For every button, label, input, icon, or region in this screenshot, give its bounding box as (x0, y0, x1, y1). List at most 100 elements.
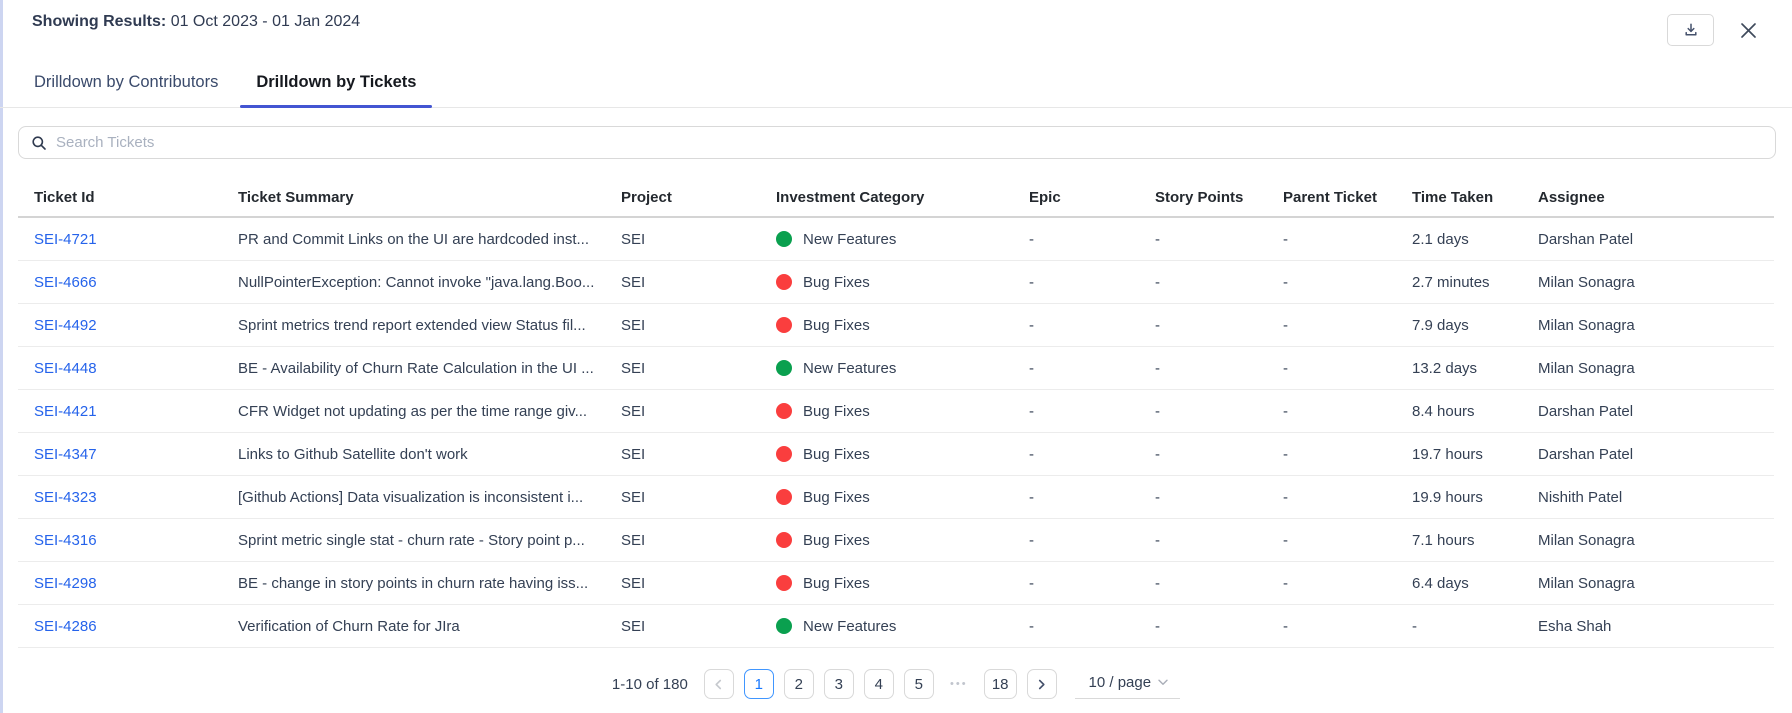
tab-drilldown-by-contributors[interactable]: Drilldown by Contributors (34, 73, 219, 91)
category-dot-icon (776, 274, 792, 290)
project-cell: SEI (621, 402, 646, 420)
epic-cell: - (1029, 574, 1034, 592)
parent-ticket-cell: - (1283, 488, 1288, 506)
table-row: SEI-4323 [Github Actions] Data visualiza… (18, 476, 1774, 519)
category-dot-icon (776, 446, 792, 462)
chevron-right-icon (1036, 679, 1047, 690)
table-row: SEI-4448 BE - Availability of Churn Rate… (18, 347, 1774, 390)
category-label: Bug Fixes (803, 488, 870, 506)
pagination-ellipsis[interactable]: ••• (950, 678, 968, 690)
ticket-id-link[interactable]: SEI-4666 (34, 273, 97, 291)
category-label: Bug Fixes (803, 402, 870, 420)
project-cell: SEI (621, 488, 646, 506)
pagination-bar: 1-10 of 180 1 2 3 4 5 ••• 18 10 / page (0, 662, 1792, 706)
search-input[interactable] (56, 134, 1763, 151)
category-dot-icon (776, 489, 792, 505)
investment-category-cell: Bug Fixes (776, 575, 1029, 592)
investment-category-cell: Bug Fixes (776, 446, 1029, 463)
ticket-id-link[interactable]: SEI-4492 (34, 316, 97, 334)
table-row: SEI-4286 Verification of Churn Rate for … (18, 605, 1774, 648)
page-button-3[interactable]: 3 (823, 669, 854, 699)
assignee-cell: Nishith Patel (1538, 488, 1623, 506)
story-points-cell: - (1155, 574, 1160, 592)
investment-category-cell: Bug Fixes (776, 274, 1029, 291)
close-icon (1739, 21, 1758, 40)
story-points-cell: - (1155, 316, 1160, 334)
project-cell: SEI (621, 617, 646, 635)
page-button-18[interactable]: 18 (983, 669, 1017, 699)
ticket-summary-cell: Sprint metrics trend report extended vie… (238, 316, 586, 334)
prev-page-button[interactable] (703, 669, 734, 699)
ticket-id-link[interactable]: SEI-4286 (34, 617, 97, 635)
assignee-cell: Milan Sonagra (1538, 531, 1635, 549)
investment-category-cell: Bug Fixes (776, 489, 1029, 506)
category-label: Bug Fixes (803, 574, 870, 592)
tab-drilldown-by-tickets[interactable]: Drilldown by Tickets (240, 73, 433, 108)
header-actions (1667, 14, 1760, 46)
category-dot-icon (776, 360, 792, 376)
ticket-id-link[interactable]: SEI-4421 (34, 402, 97, 420)
showing-results-title: Showing Results: 01 Oct 2023 - 01 Jan 20… (32, 13, 360, 31)
page-button-5[interactable]: 5 (903, 669, 934, 699)
epic-cell: - (1029, 488, 1034, 506)
download-button[interactable] (1667, 14, 1714, 46)
ticket-id-link[interactable]: SEI-4316 (34, 531, 97, 549)
ticket-id-link[interactable]: SEI-4347 (34, 445, 97, 463)
time-taken-cell: 19.9 hours (1412, 488, 1483, 506)
assignee-cell: Milan Sonagra (1538, 359, 1635, 377)
project-cell: SEI (621, 445, 646, 463)
assignee-cell: Milan Sonagra (1538, 316, 1635, 334)
ticket-summary-cell: NullPointerException: Cannot invoke "jav… (238, 273, 595, 291)
parent-ticket-cell: - (1283, 445, 1288, 463)
investment-category-cell: Bug Fixes (776, 403, 1029, 420)
ticket-summary-cell: Links to Github Satellite don't work (238, 445, 468, 463)
ticket-summary-cell: CFR Widget not updating as per the time … (238, 402, 588, 420)
page-buttons: 1 2 3 4 5 ••• 18 (743, 669, 1017, 699)
story-points-cell: - (1155, 402, 1160, 420)
time-taken-cell: 13.2 days (1412, 359, 1478, 377)
search-bar (18, 126, 1776, 159)
epic-cell: - (1029, 316, 1034, 334)
column-header-time-taken: Time Taken (1412, 188, 1494, 206)
table-body: SEI-4721 PR and Commit Links on the UI a… (18, 218, 1774, 648)
tickets-table: Ticket Id Ticket Summary Project Investment… (18, 178, 1774, 648)
page-button-1[interactable]: 1 (743, 669, 774, 699)
assignee-cell: Darshan Patel (1538, 445, 1634, 463)
parent-ticket-cell: - (1283, 617, 1288, 635)
category-dot-icon (776, 231, 792, 247)
epic-cell: - (1029, 531, 1034, 549)
next-page-button[interactable] (1026, 669, 1057, 699)
parent-ticket-cell: - (1283, 273, 1288, 291)
epic-cell: - (1029, 359, 1034, 377)
ticket-id-link[interactable]: SEI-4721 (34, 230, 97, 248)
page-size-select[interactable]: 10 / page (1074, 669, 1181, 699)
page-button-4[interactable]: 4 (863, 669, 894, 699)
category-dot-icon (776, 618, 792, 634)
page-button-2[interactable]: 2 (783, 669, 814, 699)
epic-cell: - (1029, 230, 1034, 248)
project-cell: SEI (621, 316, 646, 334)
table-row: SEI-4298 BE - change in story points in … (18, 562, 1774, 605)
category-label: Bug Fixes (803, 531, 870, 549)
parent-ticket-cell: - (1283, 402, 1288, 420)
ticket-id-link[interactable]: SEI-4323 (34, 488, 97, 506)
category-label: New Features (803, 359, 897, 377)
ticket-summary-cell: Verification of Churn Rate for JIra (238, 617, 460, 635)
time-taken-cell: 2.1 days (1412, 230, 1469, 248)
time-taken-cell: 19.7 hours (1412, 445, 1483, 463)
category-dot-icon (776, 403, 792, 419)
parent-ticket-cell: - (1283, 316, 1288, 334)
table-row: SEI-4492 Sprint metrics trend report ext… (18, 304, 1774, 347)
table-row: SEI-4721 PR and Commit Links on the UI a… (18, 218, 1774, 261)
ticket-id-link[interactable]: SEI-4448 (34, 359, 97, 377)
parent-ticket-cell: - (1283, 531, 1288, 549)
date-range-value: 01 Oct 2023 - 01 Jan 2024 (170, 13, 361, 30)
project-cell: SEI (621, 531, 646, 549)
investment-category-cell: New Features (776, 360, 1029, 377)
time-taken-cell: 7.9 days (1412, 316, 1469, 334)
investment-category-cell: Bug Fixes (776, 532, 1029, 549)
close-button[interactable] (1736, 18, 1760, 42)
column-header-investment-category: Investment Category (776, 188, 925, 206)
story-points-cell: - (1155, 359, 1160, 377)
ticket-id-link[interactable]: SEI-4298 (34, 574, 97, 592)
